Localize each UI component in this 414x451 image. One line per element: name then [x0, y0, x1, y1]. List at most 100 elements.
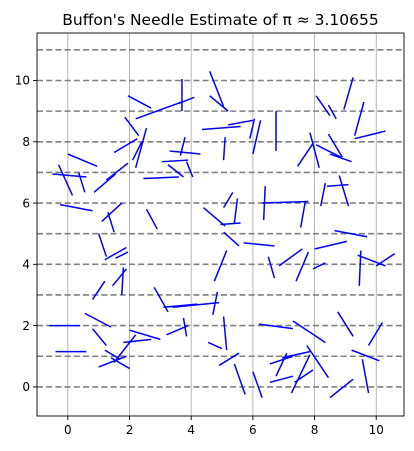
needle	[354, 130, 386, 140]
needle	[269, 355, 294, 365]
needle	[98, 355, 127, 368]
needle	[361, 359, 370, 394]
needle	[357, 254, 386, 267]
needle	[179, 136, 186, 156]
needle	[161, 159, 189, 163]
needle	[282, 350, 311, 359]
needle	[77, 172, 86, 193]
needle	[327, 133, 343, 158]
needle	[222, 191, 234, 209]
parallel-lines	[37, 49, 404, 388]
needle	[111, 268, 128, 287]
needle	[84, 312, 112, 328]
needle	[182, 317, 188, 337]
needle	[228, 119, 254, 126]
x-tick-label: 6	[249, 423, 257, 437]
needle	[129, 329, 161, 341]
needle	[220, 222, 241, 226]
y-tick-label: 10	[15, 74, 30, 88]
needle	[358, 250, 362, 286]
needle	[153, 286, 169, 313]
needle	[93, 173, 117, 193]
y-tick-label: 0	[22, 380, 30, 394]
needle	[113, 138, 138, 154]
needle	[327, 104, 337, 120]
needle	[97, 233, 108, 257]
needle	[243, 242, 275, 247]
needle	[52, 173, 87, 178]
needle	[337, 311, 354, 337]
needle	[145, 208, 158, 230]
needle	[115, 251, 129, 259]
needle	[252, 371, 263, 398]
needle	[326, 183, 349, 187]
needle	[110, 357, 130, 370]
needle	[334, 229, 368, 238]
needle	[223, 231, 240, 247]
needle	[178, 96, 195, 105]
needle	[262, 200, 309, 204]
needle	[315, 144, 342, 158]
x-tick-label: 8	[311, 423, 319, 437]
x-tick-label: 2	[126, 423, 134, 437]
needle	[295, 251, 310, 282]
needle	[375, 252, 396, 267]
axes: 0 2 4 6 8 10 0 2 4 6 8 10	[15, 74, 384, 437]
needle	[329, 153, 352, 163]
needle	[91, 328, 107, 347]
needle	[353, 101, 365, 136]
needle	[222, 316, 228, 351]
needle	[185, 161, 194, 178]
needle	[315, 95, 331, 117]
needle	[212, 291, 219, 316]
needle	[233, 198, 239, 224]
needle	[306, 345, 330, 379]
needle	[309, 132, 320, 169]
needle	[218, 352, 240, 367]
needle	[135, 101, 183, 120]
needle	[169, 150, 201, 155]
chart-title: Buffon's Needle Estimate of π ≈ 3.10655	[62, 11, 379, 29]
needle	[319, 182, 327, 207]
needle	[67, 153, 98, 167]
x-tick-label: 10	[369, 423, 384, 437]
y-tick-label: 2	[22, 319, 30, 333]
needle	[123, 338, 152, 344]
needle	[167, 164, 184, 178]
needle	[222, 137, 226, 161]
needle	[207, 341, 223, 350]
needle	[131, 141, 143, 161]
needle	[209, 71, 225, 107]
needles	[49, 71, 396, 399]
needle	[278, 248, 303, 267]
needle	[104, 246, 127, 261]
needle	[314, 240, 348, 250]
needle	[57, 164, 74, 196]
needle	[201, 125, 241, 131]
needle	[290, 354, 311, 394]
needle	[299, 201, 307, 228]
y-tick-label: 4	[22, 258, 30, 272]
needle	[329, 378, 354, 399]
needle	[134, 127, 148, 169]
needle	[143, 176, 179, 180]
needle	[338, 175, 350, 207]
needle	[113, 334, 137, 363]
plot-frame	[36, 32, 405, 417]
needle	[121, 267, 125, 296]
y-tick-label: 6	[22, 196, 30, 210]
needle	[101, 202, 123, 222]
needle	[59, 203, 93, 212]
x-tick-label: 4	[187, 423, 195, 437]
needle	[203, 207, 226, 227]
needle	[213, 250, 228, 282]
needle	[124, 116, 140, 137]
needle	[367, 322, 384, 346]
needle	[312, 262, 326, 270]
needle	[258, 323, 294, 330]
needle	[267, 256, 276, 279]
needle	[172, 301, 220, 308]
needle	[91, 280, 106, 300]
needle	[296, 142, 314, 167]
needle	[252, 120, 262, 155]
